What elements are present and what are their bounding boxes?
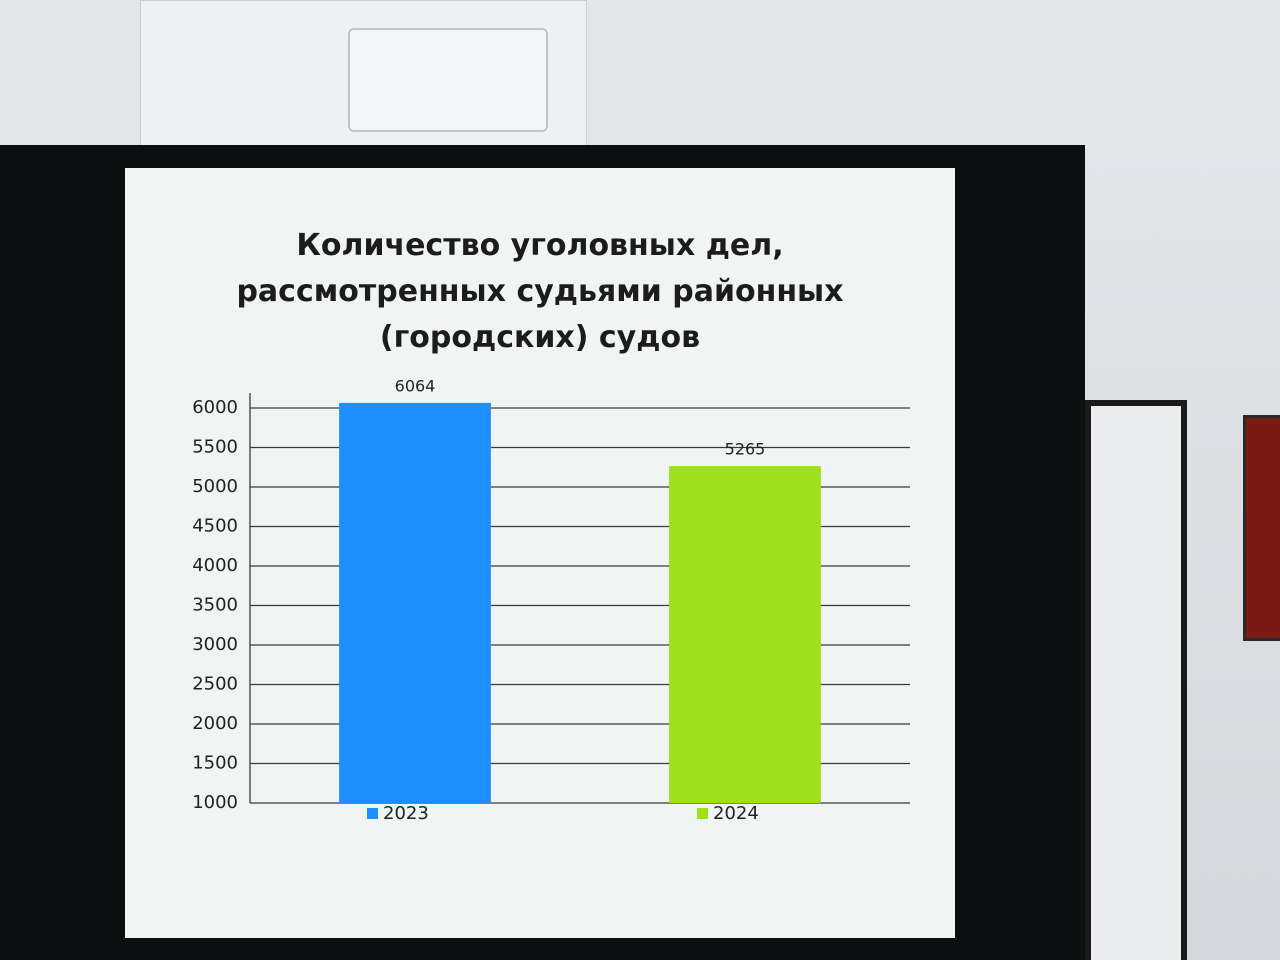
y-tick-label: 5000 (192, 476, 238, 497)
value-label: 5265 (725, 440, 766, 459)
y-tick-label: 4500 (192, 516, 238, 537)
y-tick-label: 2500 (192, 674, 238, 695)
y-tick-label: 6000 (192, 397, 238, 418)
legend-swatch (367, 808, 378, 819)
slide: Количество уголовных дел, рассмотренных … (125, 168, 955, 938)
y-tick-label: 3500 (192, 595, 238, 616)
y-tick-label: 5500 (192, 437, 238, 458)
wall-frame (1085, 400, 1187, 960)
wall-crest (1243, 415, 1280, 641)
chart-title: Количество уголовных дел, рассмотренных … (236, 228, 844, 355)
y-tick-label: 1000 (192, 792, 238, 813)
legend-swatch (697, 808, 708, 819)
y-tick-label: 3000 (192, 634, 238, 655)
value-label: 6064 (395, 376, 436, 395)
bar (669, 466, 821, 803)
x-tick-label: 2024 (713, 803, 759, 824)
chart: 1000 1500 2000 2500 3000 3500 4000 4500 5000 5500… (192, 376, 910, 824)
bar (339, 402, 491, 803)
y-tick-label: 4000 (192, 555, 238, 576)
y-tick-label: 2000 (192, 713, 238, 734)
power-outlet (348, 28, 548, 132)
y-tick-label: 1500 (192, 753, 238, 774)
x-tick-label: 2023 (383, 803, 429, 824)
